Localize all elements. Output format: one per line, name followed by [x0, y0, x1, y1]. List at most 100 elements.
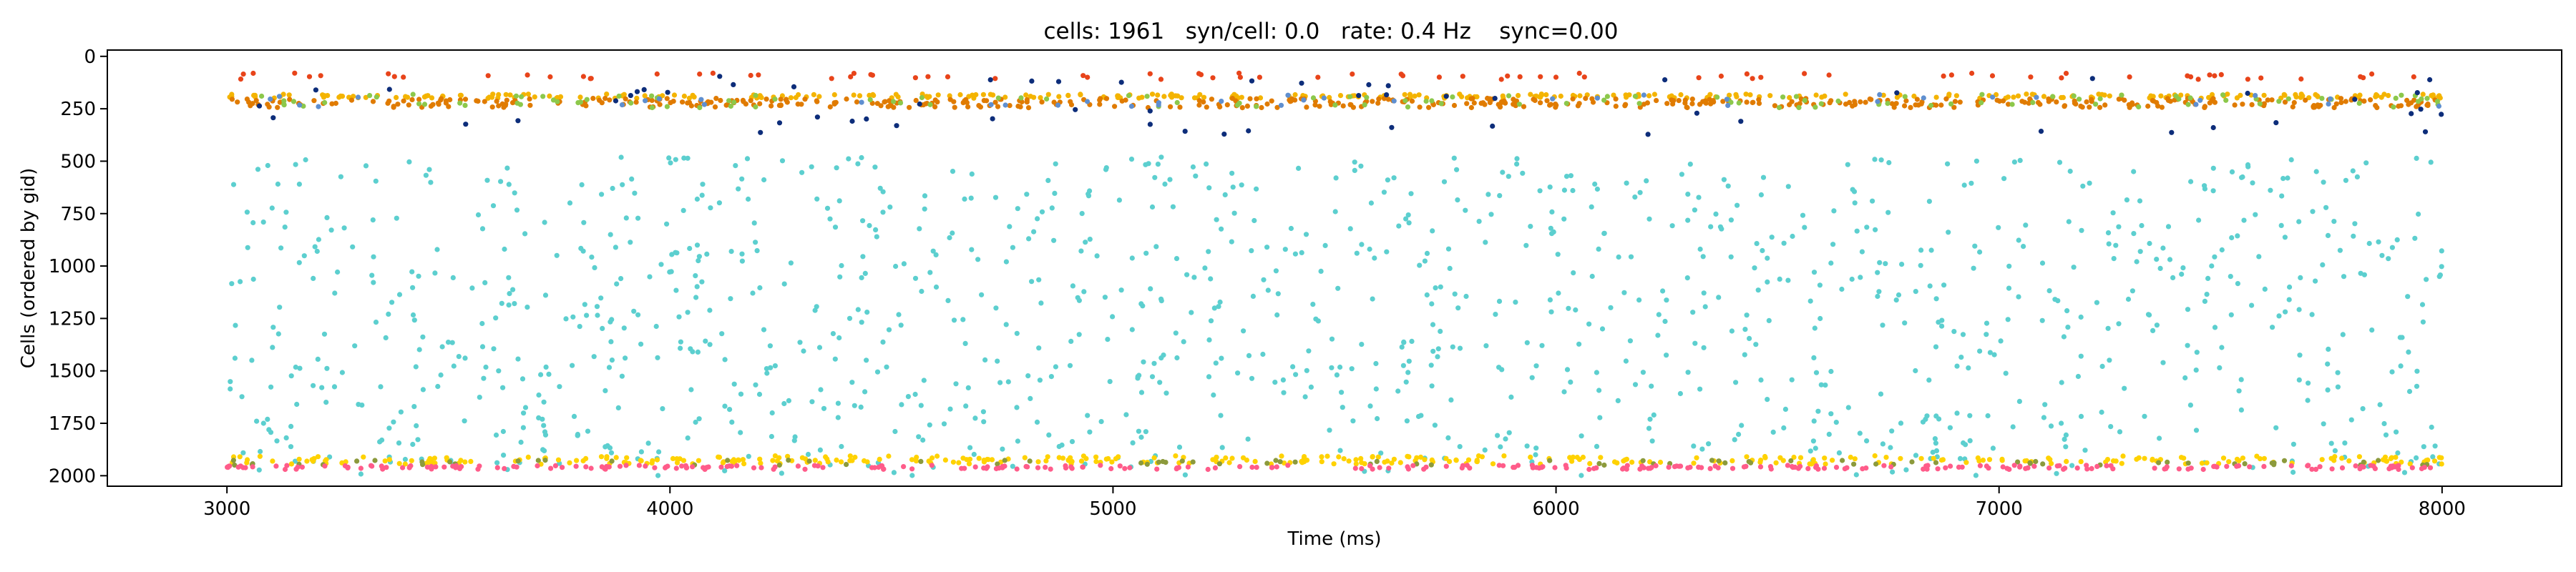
spike-point-s6: [594, 304, 600, 310]
spike-point-s6: [1586, 321, 1592, 327]
spike-point-s7: [864, 459, 870, 465]
spike-point-s6: [1539, 342, 1545, 348]
spike-point-s6: [676, 314, 682, 320]
spike-point-s6: [1430, 228, 1435, 234]
spike-point-s6: [1870, 198, 1875, 204]
spike-point-s1: [718, 97, 723, 104]
spike-point-s4: [848, 74, 854, 79]
spike-point-s4: [1948, 72, 1954, 78]
spike-point-s6: [1260, 351, 1266, 358]
spike-point-s6: [1845, 405, 1851, 410]
spike-point-s6: [1176, 444, 1183, 450]
spike-point-s6: [1395, 388, 1401, 394]
spike-point-s1: [882, 99, 887, 105]
spike-point-s6: [303, 157, 308, 163]
spike-point-s4: [318, 73, 323, 79]
spike-point-s6: [1903, 467, 1909, 473]
spike-point-s4: [1505, 73, 1511, 79]
spike-point-s6: [1219, 445, 1225, 450]
spike-point-s2: [2399, 92, 2404, 98]
spike-point-s9: [1405, 464, 1410, 470]
spike-point-s8: [844, 462, 849, 468]
spike-point-s6: [1899, 262, 1905, 267]
spike-point-s6: [860, 254, 866, 260]
spike-point-s6: [592, 265, 597, 270]
spike-point-s9: [2104, 463, 2109, 469]
spike-point-s6: [821, 405, 827, 411]
x-tick-label: 5000: [1089, 498, 1136, 520]
spike-point-s6: [2078, 353, 2084, 359]
spike-point-s1: [2145, 103, 2151, 109]
spike-point-s1: [1317, 104, 1322, 109]
spike-point-s8: [1909, 459, 1915, 465]
spike-point-s4: [912, 75, 918, 81]
spike-point-s6: [1422, 258, 1428, 264]
spike-point-s7: [1986, 457, 1993, 463]
spike-point-s1: [482, 99, 487, 104]
spike-point-s6: [297, 365, 303, 371]
spike-point-s6: [2313, 169, 2319, 174]
spike-point-s2: [649, 93, 655, 99]
spike-point-s9: [1833, 465, 1840, 470]
spike-point-s6: [1162, 181, 1168, 187]
spike-point-s6: [2305, 398, 2311, 403]
y-tick-label: 1500: [49, 361, 96, 383]
spike-point-s2: [1236, 100, 1242, 106]
spike-point-s7: [1109, 459, 1115, 465]
spike-point-s9: [1117, 463, 1123, 469]
spike-point-s0: [1611, 92, 1616, 98]
spike-point-s8: [1596, 460, 1602, 467]
spike-point-s7: [257, 453, 263, 459]
spike-point-s6: [2282, 235, 2288, 240]
spike-point-s7: [2236, 458, 2242, 464]
spike-point-s6: [1105, 337, 1111, 342]
spike-point-s6: [1098, 419, 1104, 425]
spike-point-s0: [935, 92, 941, 98]
spike-point-s0: [525, 92, 532, 97]
spike-point-s7: [2393, 455, 2399, 460]
spike-point-s6: [2179, 271, 2185, 277]
spike-point-s6: [359, 403, 365, 408]
spike-point-s0: [1543, 92, 1549, 98]
spike-point-s1: [1744, 99, 1750, 105]
spike-point-s6: [1408, 191, 1414, 197]
spike-point-s0: [1056, 94, 1062, 99]
spike-point-s6: [439, 344, 445, 350]
spike-point-s1: [287, 97, 293, 102]
spike-point-s7: [624, 455, 630, 460]
spike-point-s2: [1601, 97, 1607, 103]
spike-point-s9: [2329, 466, 2335, 472]
spike-point-s7: [1810, 457, 1816, 463]
spike-point-s6: [1435, 346, 1441, 352]
spike-point-s6: [769, 433, 774, 440]
spike-point-s7: [852, 454, 858, 460]
spike-point-s6: [1708, 224, 1714, 230]
spike-point-s6: [2328, 440, 2334, 446]
spike-point-s6: [1052, 190, 1058, 196]
spike-point-s6: [1222, 192, 1228, 197]
spike-point-s6: [2235, 281, 2240, 287]
spike-point-s7: [315, 454, 321, 460]
spike-point-s6: [781, 400, 787, 407]
spike-point-s3: [297, 102, 303, 108]
spike-point-s7: [2104, 457, 2111, 463]
spike-point-s6: [500, 428, 507, 435]
spike-point-s6: [328, 227, 334, 233]
spike-point-s1: [1589, 96, 1595, 102]
spike-point-s7: [1397, 460, 1403, 465]
spike-point-s0: [2096, 92, 2102, 97]
spike-point-s2: [726, 98, 732, 104]
spike-point-s4: [1744, 71, 1750, 77]
spike-point-s6: [1128, 157, 1135, 162]
spike-point-s9: [2054, 463, 2060, 469]
spike-point-s6: [921, 378, 927, 383]
spike-point-s6: [324, 214, 330, 220]
spike-point-s1: [1889, 101, 1895, 107]
spike-point-s6: [2381, 420, 2387, 427]
spike-point-s6: [1485, 192, 1491, 197]
spike-point-s6: [244, 209, 250, 215]
spike-point-s6: [2079, 227, 2084, 233]
spike-point-s7: [886, 453, 892, 459]
spike-point-s6: [1218, 413, 1224, 418]
spike-point-s6: [1972, 243, 1978, 249]
